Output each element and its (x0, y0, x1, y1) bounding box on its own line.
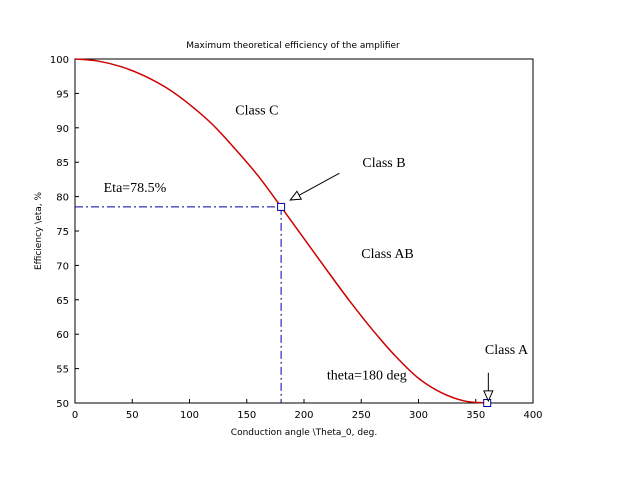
x-tick-label: 150 (237, 410, 256, 421)
x-axis-label: Conduction angle \Theta_0, deg. (231, 428, 377, 438)
y-tick-label: 85 (56, 158, 69, 169)
x-tick-label: 200 (294, 410, 313, 421)
y-tick-label: 60 (56, 330, 69, 341)
data-point-marker (277, 202, 286, 211)
annotation-label: Class AB (361, 247, 414, 262)
annotation-label: theta=180 deg (327, 369, 407, 384)
x-tick-label: 250 (352, 410, 371, 421)
annotation-label: Eta=78.5% (104, 181, 167, 196)
y-tick-label: 80 (56, 193, 69, 204)
data-point-marker (483, 399, 492, 407)
y-tick-label: 75 (56, 227, 69, 238)
y-tick-label: 65 (56, 296, 69, 307)
y-tick-label: 100 (50, 55, 69, 66)
x-tick-label: 0 (72, 410, 78, 421)
y-axis-label: Efficiency \eta, % (34, 192, 44, 271)
chart-title: Maximum theoretical efficiency of the am… (186, 41, 400, 51)
plot-frame (74, 58, 534, 404)
y-tick-label: 95 (56, 89, 69, 100)
annotation-arrow-head (289, 190, 303, 201)
annotation-label: Class A (485, 343, 529, 358)
x-tick-label: 400 (523, 410, 542, 421)
y-tick-label: 70 (56, 261, 69, 272)
annotation-label: Class B (362, 156, 405, 171)
y-tick-label: 90 (56, 124, 69, 135)
annotation-label: Class C (235, 104, 278, 119)
x-tick-label: 300 (409, 410, 428, 421)
x-tick-label: 50 (126, 410, 139, 421)
annotation-arrow-head (483, 390, 494, 403)
x-tick-label: 100 (180, 410, 199, 421)
y-tick-label: 55 (56, 365, 69, 376)
y-tick-label: 50 (56, 399, 69, 410)
x-tick-label: 350 (466, 410, 485, 421)
